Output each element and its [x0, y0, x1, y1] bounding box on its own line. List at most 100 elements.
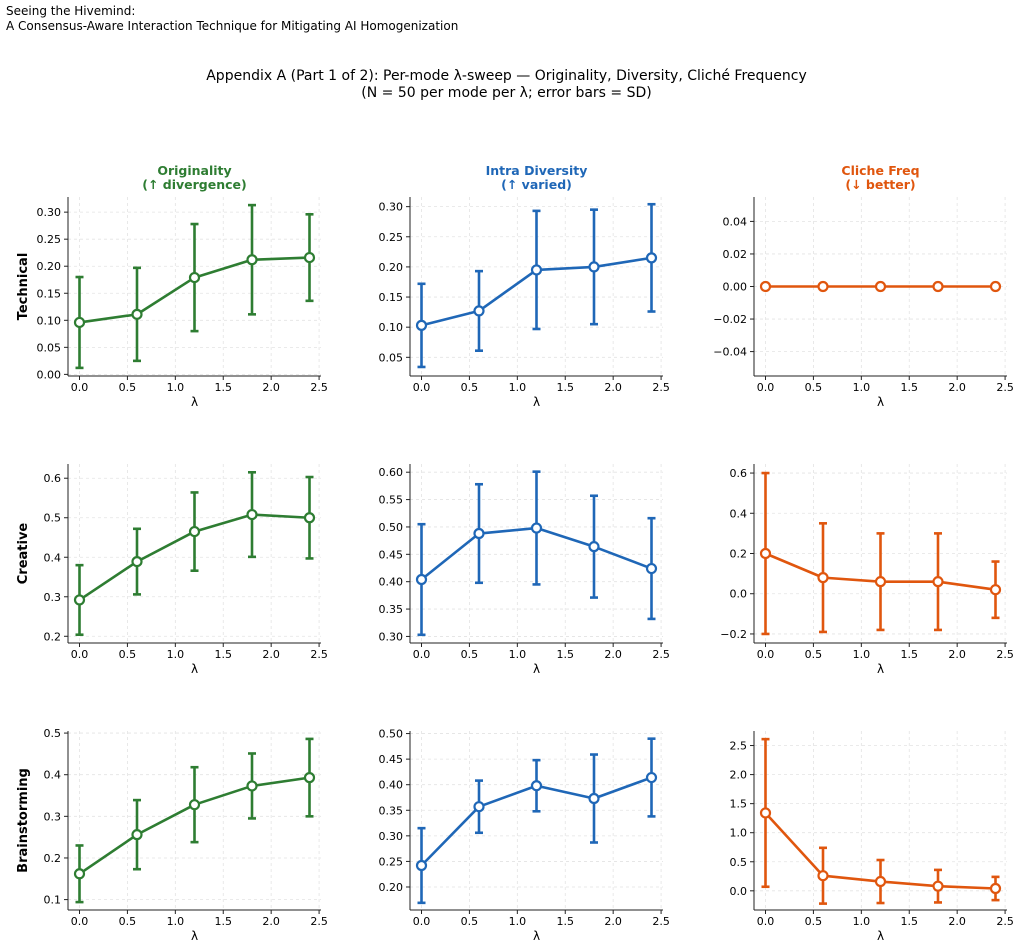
data-point [989, 584, 1002, 596]
data-point [530, 522, 543, 534]
y-tick-label: −0.02 [713, 313, 747, 326]
subplot-creative-originality: 0.0 0.5 1.0 1.5 2.0 2.5 0.2 0.3 0.4 0.5 0.6 λ Creati… [16, 464, 328, 676]
y-tick-label: 0.04 [723, 215, 748, 228]
data-point [817, 280, 829, 293]
data-point [73, 868, 86, 880]
x-tick-label: 2.5 [310, 381, 328, 394]
data-point [131, 308, 143, 320]
subplot-brainstorming-originality: 0.0 0.5 1.0 1.5 2.0 2.5 0.1 0.2 0.3 0.4 0.5 λ Brains… [16, 727, 328, 943]
data-point [645, 771, 658, 784]
subplot-technical-cliche: 0.0 0.5 1.0 1.5 2.0 2.5 −0.04 −0.02 0.00 0.02 0.04… [713, 163, 1013, 409]
data-point [530, 780, 543, 792]
x-tick-label: 1.5 [901, 648, 919, 661]
y-tick-label: 0.45 [379, 753, 404, 766]
data-point [473, 305, 485, 317]
y-tick-label: 0.4 [44, 551, 62, 564]
y-tick-label: 0.45 [379, 548, 404, 561]
y-tick-label: 0.3 [44, 591, 62, 604]
x-tick-label: 2.0 [604, 381, 622, 394]
x-axis-label: λ [877, 929, 884, 943]
x-tick-label: 0.0 [413, 915, 431, 928]
x-axis-label: λ [533, 662, 540, 676]
data-point [303, 251, 316, 264]
x-tick-label: 1.0 [853, 381, 871, 394]
data-point [473, 527, 485, 540]
x-tick-label: 1.5 [901, 915, 919, 928]
x-tick-label: 1.0 [509, 915, 527, 928]
y-tick-label: 0.2 [44, 852, 62, 865]
x-tick-label: 2.0 [604, 915, 622, 928]
x-tick-label: 0.0 [71, 648, 89, 661]
y-tick-label: 0.25 [37, 233, 62, 246]
y-tick-label: 0.25 [379, 231, 404, 244]
y-tick-label: 0.5 [730, 856, 748, 869]
y-tick-label: 0.50 [379, 728, 404, 741]
data-point [759, 280, 772, 293]
data-point [874, 576, 887, 588]
suptitle-line-1: Appendix A (Part 1 of 2): Per-mode λ-swe… [206, 68, 807, 84]
y-tick-label: 2.0 [730, 769, 748, 782]
column-title-line-1: Intra Diversity [486, 163, 588, 178]
x-tick-label: 2.5 [652, 648, 670, 661]
x-tick-label: 1.0 [509, 381, 527, 394]
y-tick-label: 0.00 [723, 281, 748, 294]
paper-title-line-1: Seeing the Hivemind: [6, 4, 136, 18]
x-tick-label: 1.0 [167, 381, 185, 394]
data-point [188, 525, 201, 538]
data-point [415, 573, 428, 586]
subplot-technical-originality: 0.0 0.5 1.0 1.5 2.0 2.5 0.00 0.05 0.10 0.15 0.20 0.… [16, 163, 328, 409]
y-tick-label: 0.2 [44, 630, 62, 643]
y-tick-label: 0.25 [379, 855, 404, 868]
x-tick-label: 0.0 [71, 915, 89, 928]
y-tick-label: 0.5 [44, 727, 62, 740]
x-axis-label: λ [533, 929, 540, 943]
y-tick-label: 0.0 [730, 885, 748, 898]
data-point [73, 316, 86, 329]
y-tick-label: −0.04 [713, 346, 747, 359]
subplot-creative-cliche: 0.0 0.5 1.0 1.5 2.0 2.5 −0.2 0.0 0.2 0.4 0.6 λ [720, 464, 1013, 676]
x-tick-label: 0.5 [119, 915, 137, 928]
y-tick-label: 0.10 [379, 321, 404, 334]
x-tick-label: 2.0 [604, 648, 622, 661]
suptitle-line-2: (N = 50 per mode per λ; error bars = SD) [361, 85, 652, 101]
x-tick-label: 1.0 [167, 915, 185, 928]
x-tick-label: 0.5 [461, 915, 479, 928]
y-tick-label: 2.5 [730, 740, 748, 753]
data-point [645, 562, 658, 575]
y-tick-label: 0.05 [37, 341, 62, 354]
x-tick-label: 0.0 [757, 915, 775, 928]
y-tick-label: 0.20 [37, 260, 62, 273]
x-axis-label: λ [191, 662, 198, 676]
x-axis-label: λ [191, 929, 198, 943]
y-tick-label: 0.4 [44, 769, 62, 782]
y-tick-label: 0.60 [379, 466, 404, 479]
y-tick-label: 0.6 [730, 467, 748, 480]
column-title-line-1: Cliche Freq [841, 163, 919, 178]
y-tick-label: 0.05 [379, 351, 404, 364]
data-point [874, 280, 887, 293]
y-tick-label: 0.20 [379, 881, 404, 894]
y-tick-label: 0.35 [379, 603, 404, 616]
row-label-technical: Technical [16, 253, 31, 321]
data-point [530, 264, 543, 276]
y-tick-label: 0.5 [44, 512, 62, 525]
y-tick-label: −0.2 [720, 628, 747, 641]
x-tick-label: 1.0 [853, 915, 871, 928]
y-tick-label: 0.02 [723, 248, 748, 261]
y-tick-label: 0.4 [730, 507, 748, 520]
data-point [588, 792, 600, 805]
paper-header: Seeing the Hivemind: A Consensus-Aware I… [6, 4, 458, 34]
x-tick-label: 0.5 [461, 381, 479, 394]
x-tick-label: 2.0 [262, 915, 280, 928]
x-tick-label: 0.5 [805, 381, 823, 394]
subplot-brainstorming-cliche: 0.0 0.5 1.0 1.5 2.0 2.5 0.0 0.5 1.0 1.5 2.0 2.5 λ [730, 731, 1013, 943]
x-tick-label: 1.0 [509, 648, 527, 661]
data-point [415, 319, 428, 331]
data-point [989, 280, 1002, 293]
y-tick-label: 0.50 [379, 521, 404, 534]
x-tick-label: 2.0 [948, 915, 966, 928]
x-tick-label: 1.5 [215, 648, 233, 661]
x-tick-label: 0.0 [71, 381, 89, 394]
y-tick-label: 0.30 [379, 201, 404, 214]
